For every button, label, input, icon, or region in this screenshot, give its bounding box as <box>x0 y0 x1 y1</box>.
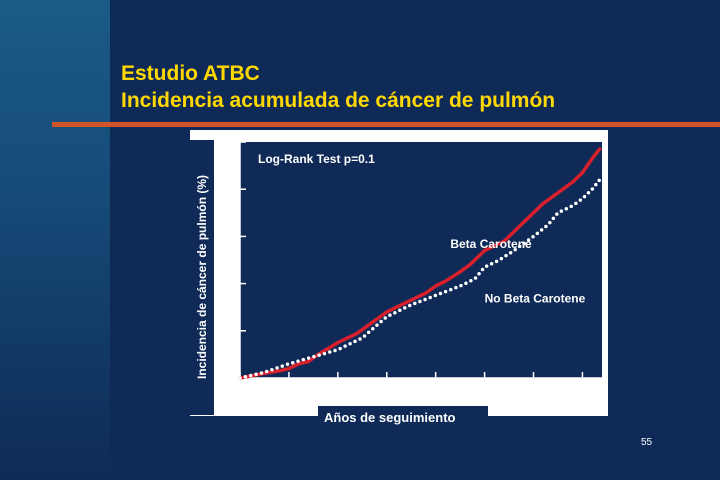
slide-title: Estudio ATBC Incidencia acumulada de cán… <box>121 60 555 114</box>
y-axis-label-box <box>190 140 214 415</box>
y-tick-label: 0 <box>225 370 233 386</box>
y-tick-label: 5 <box>225 134 233 150</box>
y-tick-label: 4 <box>225 181 233 197</box>
title-line-1: Estudio ATBC <box>121 62 260 85</box>
x-tick-label: 7 <box>579 386 587 402</box>
x-tick-label: 3 <box>383 386 391 402</box>
x-tick-label: 6 <box>530 386 538 402</box>
title-line-2: Incidencia acumulada de cáncer de pulmón <box>121 89 556 112</box>
y-tick-label: 2 <box>225 276 233 292</box>
x-tick-label: 2 <box>334 386 342 402</box>
x-tick-label: 5 <box>481 386 489 402</box>
series-label: No Beta Carotene <box>485 291 586 305</box>
x-tick-label: 1 <box>285 386 293 402</box>
y-tick-label: 3 <box>225 228 233 244</box>
log-rank-annotation: Log-Rank Test p=0.1 <box>258 152 375 166</box>
title-divider <box>52 122 720 127</box>
x-tick-label: 0 <box>236 386 244 402</box>
series-line-no-beta-carotene <box>238 178 602 380</box>
x-tick-label: 4 <box>432 386 440 402</box>
left-gradient-band <box>0 0 110 480</box>
y-tick-label: 1 <box>225 323 233 339</box>
x-axis-label: Años de seguimiento <box>318 406 488 429</box>
plot-area <box>240 142 602 378</box>
series-label: Beta Carotene <box>450 237 532 251</box>
page-number: 55 <box>641 437 653 448</box>
